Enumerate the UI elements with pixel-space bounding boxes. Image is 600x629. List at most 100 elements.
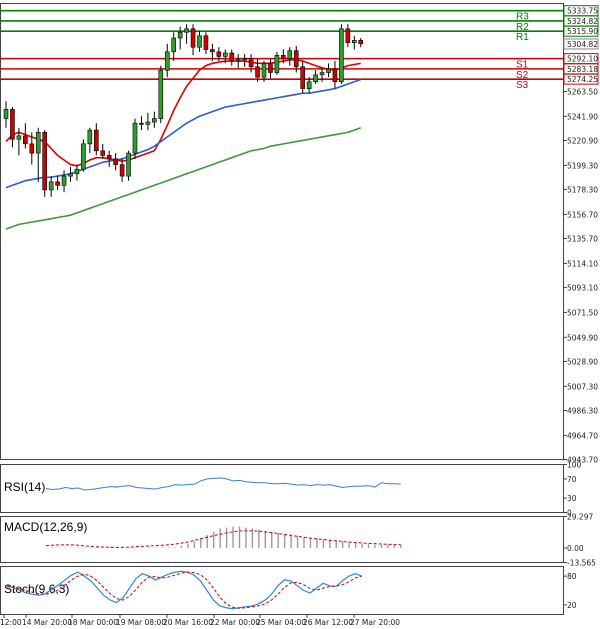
candle-body-down	[29, 143, 35, 154]
current-price-tag	[563, 38, 599, 50]
candle	[119, 158, 125, 182]
stoch-tick-label: 20	[567, 601, 577, 610]
candle-body-up	[319, 72, 325, 76]
candle	[242, 54, 247, 67]
candle-body-up	[339, 28, 344, 83]
pivot-name-s1: S1	[516, 60, 529, 71]
pivot-tag-box	[563, 25, 599, 37]
candle-body-up	[177, 31, 183, 39]
price-tick-label: 5241.90	[567, 112, 598, 121]
candle	[23, 123, 28, 149]
candle	[358, 38, 364, 48]
pivot-tag-value-s2: 5283.18	[567, 65, 598, 74]
candle	[171, 32, 176, 62]
candle	[332, 61, 338, 89]
candle-body-down	[300, 66, 306, 89]
macd-label: MACD(12,26,9)	[4, 520, 87, 534]
rsi-label: RSI(14)	[4, 480, 45, 494]
candle	[248, 54, 254, 73]
time-tick-label: 18 Mar 00:00	[68, 618, 118, 627]
candle	[74, 164, 80, 181]
candle	[164, 43, 170, 78]
macd-tick-label: -13.565	[567, 559, 596, 568]
candle-body-up	[313, 74, 318, 83]
rsi-panel: RSI(14) 100 70 30 0	[0, 461, 582, 518]
candle-body-down	[248, 58, 254, 68]
pivot-name-r2: R2	[516, 22, 529, 33]
time-tick-label: 14 Mar 20:00	[22, 618, 72, 627]
time-tick-label: 12:00	[0, 618, 22, 627]
candle	[223, 49, 228, 64]
rsi-tick-label: 0	[567, 509, 572, 518]
candle-body-up	[197, 35, 202, 48]
time-tick-label: 22 Mar 00:00	[210, 618, 260, 627]
candle	[274, 51, 280, 75]
candle-body-up	[164, 51, 170, 71]
price-panel: 5304.82 5263.50 5241.90 5220.90 5199.30 5178.…	[0, 3, 599, 465]
stoch-signal-line	[6, 571, 362, 609]
candle-body-down	[113, 158, 118, 165]
pivot-name-s3: S3	[516, 80, 529, 91]
candle-body-up	[81, 143, 86, 170]
candle-body-up	[68, 173, 73, 177]
candle	[29, 132, 35, 165]
candle	[16, 127, 22, 156]
candle	[113, 153, 118, 171]
candle-body-down	[345, 28, 351, 43]
candle-body-down	[210, 49, 215, 53]
candle	[55, 176, 60, 190]
candle-body-down	[190, 28, 196, 48]
time-tick-label: 25 Mar 04:00	[256, 618, 306, 627]
price-tick-label: 5178.30	[567, 186, 598, 195]
candle	[190, 24, 196, 56]
candle-body-down	[229, 52, 235, 62]
candle-body-down	[55, 181, 60, 186]
price-tick-label: 4964.70	[567, 431, 598, 440]
candle	[261, 61, 267, 82]
candle	[10, 107, 15, 148]
stoch-tick-label: 80	[567, 572, 577, 581]
price-tick-label: 5199.30	[567, 161, 598, 170]
time-tick-label: 19 Mar 08:00	[116, 618, 166, 627]
candle	[287, 47, 293, 66]
candle-body-down	[23, 135, 28, 145]
candle	[319, 67, 325, 82]
candle-body-up	[87, 129, 93, 145]
stoch-main-line	[6, 570, 362, 610]
candle	[203, 32, 209, 55]
candle	[197, 31, 202, 52]
candle	[61, 170, 67, 193]
candle	[35, 127, 41, 182]
candle	[210, 43, 215, 62]
candle	[145, 112, 151, 131]
candle-body-down	[10, 109, 15, 140]
candle-body-up	[145, 121, 151, 125]
candle-body-up	[48, 181, 54, 191]
candle	[293, 46, 299, 73]
candle-body-up	[16, 135, 22, 140]
time-tick-label: 27 Mar 20:00	[350, 618, 400, 627]
price-tick-label: 5028.90	[567, 357, 598, 366]
candle	[268, 58, 273, 79]
candle	[184, 24, 189, 44]
candle	[106, 150, 112, 167]
price-tick-label: 5114.10	[567, 259, 598, 268]
candle-body-up	[61, 175, 67, 186]
candle-body-up	[235, 59, 241, 62]
candle-body-up	[3, 109, 9, 119]
rsi-line	[45, 477, 401, 491]
candle	[126, 150, 131, 181]
price-tick-label: 5220.90	[567, 137, 598, 146]
pivot-name-s2: S2	[516, 70, 529, 81]
candle	[255, 58, 260, 82]
candle-body-up	[306, 81, 312, 89]
candle	[300, 61, 306, 94]
candle	[81, 139, 86, 172]
candle-body-down	[268, 63, 273, 73]
candle	[132, 118, 138, 159]
candle-body-up	[287, 50, 293, 60]
candle-body-down	[255, 66, 260, 78]
